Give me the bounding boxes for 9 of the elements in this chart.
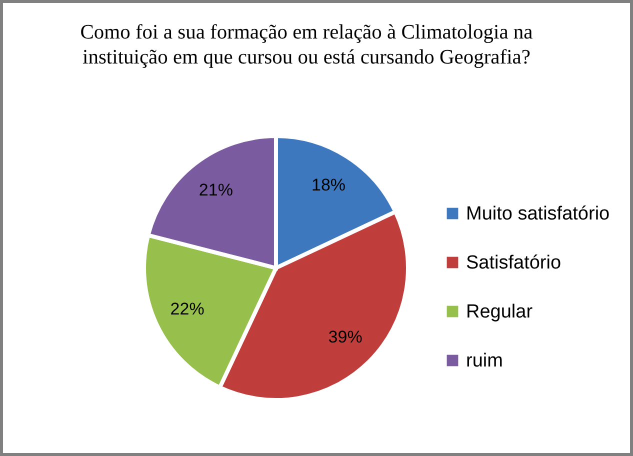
data-label: 22% — [170, 300, 204, 319]
legend-label: Satisfatório — [466, 252, 562, 274]
legend-label: ruim — [466, 350, 503, 372]
data-label: 18% — [311, 175, 346, 194]
data-label: 39% — [328, 327, 362, 346]
data-label: 21% — [198, 180, 233, 200]
chart-title: Como foi a sua formação em relação à Climatologia na instituição em que cursou ou está cursando Geografia? — [80, 22, 533, 68]
legend-label: Regular — [466, 302, 534, 322]
legend-label: Muito satisfatório — [466, 204, 610, 224]
